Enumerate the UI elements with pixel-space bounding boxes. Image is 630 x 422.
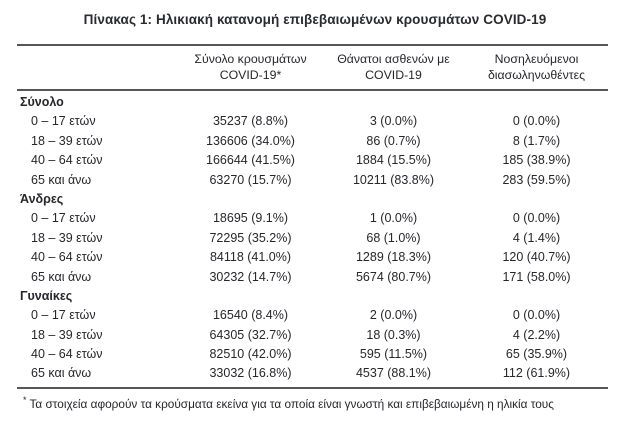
cell-deaths: 1884 (15.5%) — [355, 153, 432, 168]
cell-intubated: 4 (1.4%) — [512, 230, 561, 245]
table-row: 0 – 17 ετών 35237 (8.8%) 3 (0.0%) 0 (0.0… — [17, 112, 608, 131]
header-deaths-line2: COVID-19 — [365, 68, 422, 82]
cell-deaths: 4537 (88.1%) — [355, 366, 432, 381]
table-row: 18 – 39 ετών 72295 (35.2%) 68 (1.0%) 4 (… — [17, 229, 608, 248]
row-label: 18 – 39 ετών — [31, 327, 103, 342]
cell-total-cases: 35237 (8.8%) — [212, 114, 289, 129]
cell-total-cases: 30232 (14.7%) — [209, 269, 292, 284]
header-intubated-line2: διασωληνωθέντες — [487, 68, 586, 82]
table-row: 65 και άνω 33032 (16.8%) 4537 (88.1%) 11… — [17, 364, 608, 383]
section-header-men: Άνδρες — [17, 190, 608, 209]
row-label: 65 και άνω — [31, 366, 92, 381]
cell-deaths: 68 (1.0%) — [366, 230, 421, 245]
header-intubated-line1: Νοσηλευόμενοι — [494, 52, 579, 66]
cell-deaths: 1 (0.0%) — [369, 211, 418, 226]
header-total-cases-line2: COVID-19* — [219, 68, 282, 82]
section-label: Σύνολο — [20, 95, 64, 109]
section-header-women: Γυναίκες — [17, 287, 608, 306]
cell-intubated: 0 (0.0%) — [512, 211, 561, 226]
cell-deaths: 86 (0.7%) — [366, 133, 421, 148]
cell-intubated: 8 (1.7%) — [512, 133, 561, 148]
covid-age-distribution-table: Σύνολο κρουσμάτων COVID-19* Θάνατοι ασθε… — [17, 44, 608, 412]
row-label: 0 – 17 ετών — [31, 114, 96, 129]
cell-intubated: 185 (38.9%) — [502, 153, 571, 168]
cell-intubated: 0 (0.0%) — [512, 308, 561, 323]
cell-deaths: 2 (0.0%) — [369, 308, 418, 323]
row-label: 18 – 39 ετών — [31, 230, 103, 245]
cell-intubated: 120 (40.7%) — [502, 250, 571, 265]
cell-deaths: 595 (11.5%) — [359, 347, 428, 362]
cell-deaths: 3 (0.0%) — [369, 114, 418, 129]
table-row: 40 – 64 ετών 82510 (42.0%) 595 (11.5%) 6… — [17, 345, 608, 364]
cell-intubated: 171 (58.0%) — [502, 269, 571, 284]
cell-intubated: 112 (61.9%) — [502, 366, 571, 381]
cell-intubated: 65 (35.9%) — [505, 347, 568, 362]
table-header-row: Σύνολο κρουσμάτων COVID-19* Θάνατοι ασθε… — [17, 44, 608, 91]
footnote: * Τα στοιχεία αφορούν τα κρούσματα εκείνα… — [17, 389, 608, 412]
row-label: 40 – 64 ετών — [31, 153, 103, 168]
footnote-asterisk: * — [23, 394, 27, 405]
table-row: 65 και άνω 30232 (14.7%) 5674 (80.7%) 17… — [17, 268, 608, 287]
cell-intubated: 0 (0.0%) — [512, 114, 561, 129]
cell-intubated: 4 (2.2%) — [512, 327, 561, 342]
section-label: Γυναίκες — [20, 288, 73, 303]
cell-total-cases: 72295 (35.2%) — [209, 230, 292, 245]
cell-total-cases: 166644 (41.5%) — [206, 153, 295, 168]
footnote-text: Τα στοιχεία αφορούν τα κρούσματα εκείνα … — [29, 396, 554, 411]
table-row: 65 και άνω 63270 (15.7%) 10211 (83.8%) 2… — [17, 171, 608, 190]
cell-total-cases: 63270 (15.7%) — [209, 172, 292, 187]
cell-deaths: 1289 (18.3%) — [355, 250, 432, 265]
footnote-divider — [17, 386, 608, 389]
cell-deaths: 10211 (83.8%) — [352, 172, 435, 187]
header-total-cases: Σύνολο κρουσμάτων COVID-19* — [179, 51, 322, 83]
table-row: 18 – 39 ετών 136606 (34.0%) 86 (0.7%) 8 … — [17, 132, 608, 151]
table-row: 18 – 39 ετών 64305 (32.7%) 18 (0.3%) 4 (… — [17, 326, 608, 345]
section-header-total: Σύνολο — [17, 93, 608, 112]
cell-deaths: 5674 (80.7%) — [355, 269, 432, 284]
table-title: Πίνακας 1: Ηλικιακή κατανομή επιβεβαιωμέ… — [83, 12, 547, 27]
cell-total-cases: 136606 (34.0%) — [206, 133, 295, 148]
table-row: 40 – 64 ετών 166644 (41.5%) 1884 (15.5%)… — [17, 151, 608, 170]
cell-intubated: 283 (59.5%) — [502, 172, 571, 187]
table-row: 0 – 17 ετών 18695 (9.1%) 1 (0.0%) 0 (0.0… — [17, 209, 608, 228]
row-label: 65 και άνω — [31, 269, 92, 284]
cell-total-cases: 33032 (16.8%) — [209, 366, 292, 381]
cell-total-cases: 82510 (42.0%) — [209, 347, 292, 362]
header-intubated: Νοσηλευόμενοι διασωληνωθέντες — [465, 51, 608, 83]
cell-total-cases: 84118 (41.0%) — [209, 250, 292, 265]
row-label: 18 – 39 ετών — [31, 133, 103, 148]
table-row: 0 – 17 ετών 16540 (8.4%) 2 (0.0%) 0 (0.0… — [17, 306, 608, 325]
row-label: 40 – 64 ετών — [31, 250, 103, 265]
row-label: 40 – 64 ετών — [31, 347, 103, 362]
header-total-cases-line1: Σύνολο κρουσμάτων — [194, 52, 307, 66]
row-label: 65 και άνω — [31, 172, 92, 187]
cell-total-cases: 16540 (8.4%) — [212, 308, 289, 323]
cell-deaths: 18 (0.3%) — [366, 327, 421, 342]
table-body: Σύνολο 0 – 17 ετών 35237 (8.8%) 3 (0.0%)… — [17, 91, 608, 387]
section-label: Άνδρες — [20, 191, 64, 206]
row-label: 0 – 17 ετών — [31, 308, 96, 323]
cell-total-cases: 18695 (9.1%) — [212, 211, 289, 226]
header-deaths: Θάνατοι ασθενών με COVID-19 — [322, 51, 465, 83]
header-deaths-line1: Θάνατοι ασθενών με — [337, 52, 450, 66]
row-label: 0 – 17 ετών — [31, 211, 96, 226]
cell-total-cases: 64305 (32.7%) — [209, 327, 292, 342]
table-row: 40 – 64 ετών 84118 (41.0%) 1289 (18.3%) … — [17, 248, 608, 267]
